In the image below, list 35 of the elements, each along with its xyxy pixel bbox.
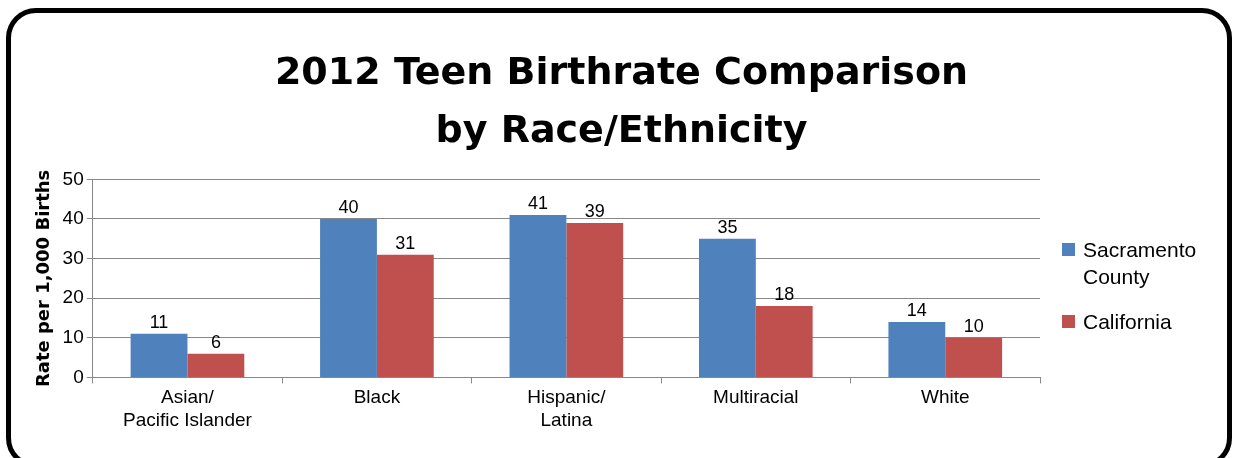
y-tick-label: 40 bbox=[62, 207, 84, 229]
x-tick-label: Black bbox=[353, 386, 401, 408]
bar bbox=[755, 306, 813, 377]
x-tick-label: Hispanic/Latina bbox=[527, 386, 607, 430]
data-label: 11 bbox=[149, 311, 169, 332]
y-tick-label: 0 bbox=[73, 365, 84, 387]
bar bbox=[376, 254, 434, 377]
data-label: 14 bbox=[906, 299, 927, 320]
chart-title: 2012 Teen Birthrate Comparison by Race/Ethnicity bbox=[273, 48, 970, 153]
y-tick-label: 20 bbox=[62, 286, 84, 308]
data-label: 35 bbox=[717, 216, 738, 237]
data-label: 39 bbox=[584, 200, 605, 221]
x-tick-label: Asian/Pacific Islander bbox=[123, 386, 253, 430]
bar bbox=[698, 238, 756, 377]
data-label: 41 bbox=[527, 193, 548, 214]
y-tick-label: 50 bbox=[62, 167, 84, 189]
x-tick-label: White bbox=[920, 386, 970, 408]
data-label: 40 bbox=[338, 196, 359, 217]
bar bbox=[187, 353, 245, 377]
legend-label: California bbox=[1083, 309, 1173, 335]
data-label: 10 bbox=[963, 315, 984, 336]
legend-label: Sacramento County bbox=[1083, 237, 1198, 290]
bar bbox=[509, 215, 567, 377]
data-label: 18 bbox=[774, 284, 795, 305]
bar bbox=[945, 337, 1003, 377]
y-tick-label: 10 bbox=[62, 326, 84, 348]
bar bbox=[320, 219, 377, 377]
bar bbox=[566, 222, 624, 377]
y-axis-title: Rate per 1,000 Births bbox=[32, 169, 54, 388]
x-tick-label: Multiracial bbox=[713, 386, 799, 408]
data-label: 31 bbox=[395, 232, 416, 253]
bar bbox=[130, 333, 188, 377]
y-tick-label: 30 bbox=[62, 246, 84, 268]
bar bbox=[888, 321, 946, 377]
data-label: 6 bbox=[210, 331, 221, 352]
